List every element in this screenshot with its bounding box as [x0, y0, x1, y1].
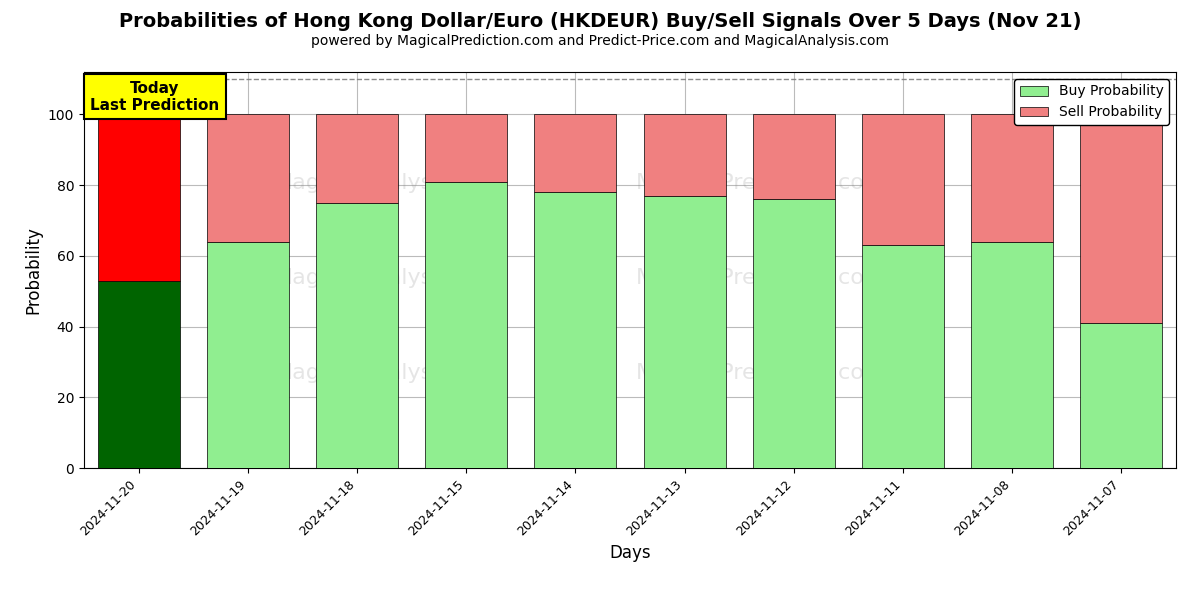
- Text: MagicalPrediction.com: MagicalPrediction.com: [636, 173, 887, 193]
- Bar: [425, 115, 508, 182]
- Bar: [1080, 323, 1163, 468]
- Text: MagicalAnalysis.com: MagicalAnalysis.com: [274, 173, 505, 193]
- Bar: [643, 115, 726, 196]
- Bar: [97, 115, 180, 281]
- Text: MagicalAnalysis.com: MagicalAnalysis.com: [274, 363, 505, 383]
- Bar: [752, 115, 835, 199]
- Text: MagicalPrediction.com: MagicalPrediction.com: [636, 268, 887, 288]
- X-axis label: Days: Days: [610, 544, 650, 562]
- Bar: [206, 115, 289, 242]
- Bar: [316, 203, 398, 468]
- Text: MagicalPrediction.com: MagicalPrediction.com: [636, 363, 887, 383]
- Bar: [425, 182, 508, 468]
- Bar: [97, 281, 180, 468]
- Bar: [752, 199, 835, 468]
- Bar: [862, 115, 944, 245]
- Bar: [862, 245, 944, 468]
- Bar: [643, 196, 726, 468]
- Bar: [971, 242, 1054, 468]
- Bar: [206, 242, 289, 468]
- Legend: Buy Probability, Sell Probability: Buy Probability, Sell Probability: [1014, 79, 1169, 125]
- Y-axis label: Probability: Probability: [24, 226, 42, 314]
- Text: powered by MagicalPrediction.com and Predict-Price.com and MagicalAnalysis.com: powered by MagicalPrediction.com and Pre…: [311, 34, 889, 48]
- Bar: [534, 192, 617, 468]
- Bar: [316, 115, 398, 203]
- Bar: [971, 115, 1054, 242]
- Text: Today
Last Prediction: Today Last Prediction: [90, 80, 220, 113]
- Bar: [1080, 115, 1163, 323]
- Text: Probabilities of Hong Kong Dollar/Euro (HKDEUR) Buy/Sell Signals Over 5 Days (No: Probabilities of Hong Kong Dollar/Euro (…: [119, 12, 1081, 31]
- Bar: [534, 115, 617, 192]
- Text: MagicalAnalysis.com: MagicalAnalysis.com: [274, 268, 505, 288]
